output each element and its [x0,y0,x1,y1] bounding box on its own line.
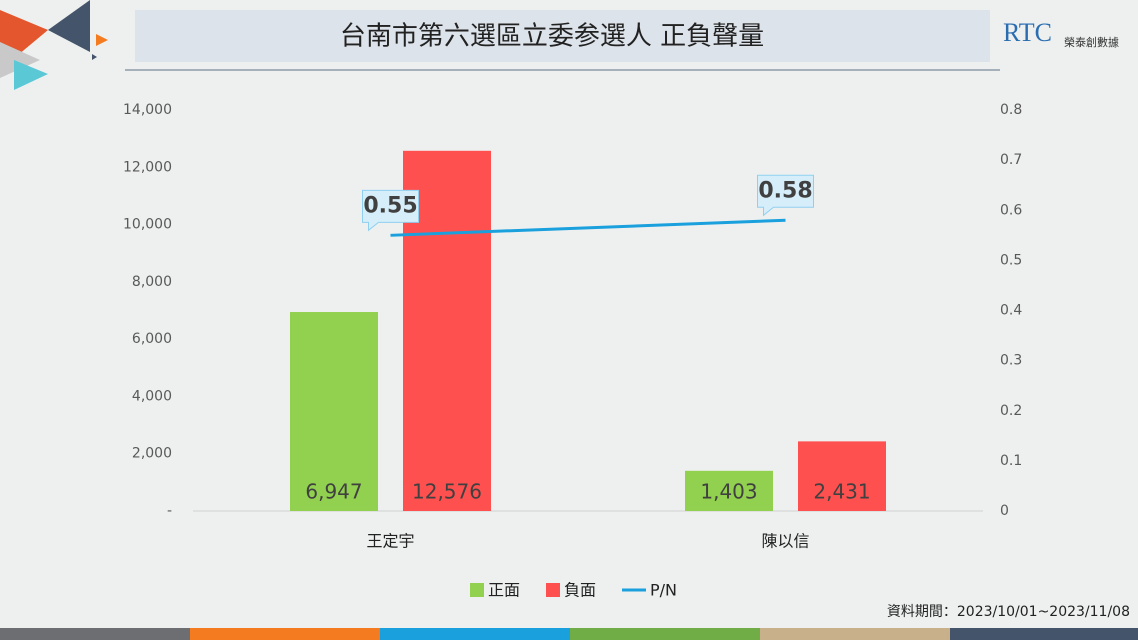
line [390,218,786,237]
y-tick-label: 10,000 [123,217,172,233]
y-tick-label: 8,000 [132,274,172,290]
legend-swatch [546,583,560,597]
title-box [135,10,990,62]
data-label: 2,431 [813,480,870,504]
y2-tick-label: 0 [1000,503,1009,519]
bottom-stripes [0,628,1138,640]
y2-tick-label: 0.2 [1000,403,1022,419]
data-label: 1,403 [700,480,757,504]
x-tick-label: 王定宇 [366,532,414,551]
footnote: 資料期間：2023/10/01~2023/11/08 [887,604,1130,620]
y-tick-label: 2,000 [132,446,172,462]
logo-subtitle: 榮泰創數據 [1064,35,1119,49]
y2-tick-label: 0.3 [1000,353,1022,369]
y-tick-label: 6,000 [132,331,172,347]
data-label: 0.58 [758,178,812,203]
y2-tick-label: 0.7 [1000,152,1022,168]
y2-tick-label: 0.4 [1000,303,1022,319]
legend-label: P/N [650,581,677,600]
bar [798,441,886,511]
data-label-box [757,174,814,217]
data-label: 0.55 [363,193,417,218]
decoration [0,0,108,90]
y2-tick-label: 0.1 [1000,453,1022,469]
data-label: 6,947 [305,480,362,504]
x-tick-label: 陳以信 [761,532,809,551]
bar [290,312,378,511]
legend-label: 正面 [488,581,520,600]
data-label-box [362,189,419,232]
chart-title: 台南市第六選區立委参選人 正負聲量 [340,22,764,52]
y2-tick-label: 0.8 [1000,102,1022,118]
y-tick-label: 4,000 [132,388,172,404]
data-label: 12,576 [412,480,482,504]
legend-swatch [470,583,484,597]
y2-tick-label: 0.6 [1000,202,1022,218]
bar [685,470,773,511]
logo: RTC [1003,18,1052,47]
y-tick-label: 14,000 [123,102,172,118]
legend-label: 負面 [564,581,596,600]
y2-tick-label: 0.5 [1000,252,1022,268]
y-tick-label: - [167,503,172,519]
y-tick-label: 12,000 [123,159,172,175]
